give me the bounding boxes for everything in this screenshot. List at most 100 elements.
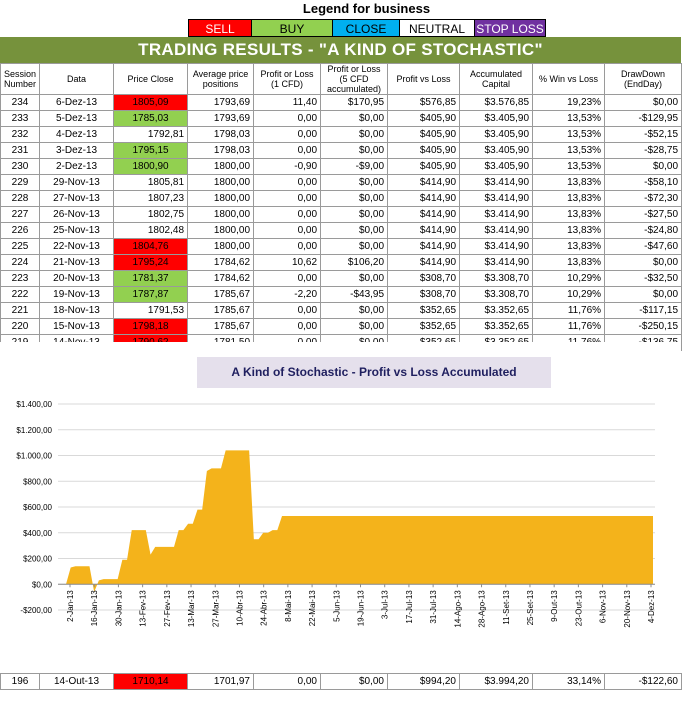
table-cell: 1800,00 (187, 222, 255, 239)
series-area (66, 450, 653, 592)
table-cell: 1804,76 (113, 238, 189, 255)
table-cell: 13,83% (532, 238, 606, 255)
table-cell: $0,00 (604, 94, 683, 111)
table-cell: 13,83% (532, 174, 606, 191)
table-cell: $0,00 (604, 158, 683, 175)
x-tick-label: 5-Jun-13 (332, 590, 341, 622)
table-cell: $0,00 (320, 302, 389, 319)
table-cell: 1701,97 (187, 673, 254, 690)
table-cell: -$129,95 (604, 110, 683, 127)
table-cell: -$27,50 (604, 206, 683, 223)
table-cell: 20-Nov-13 (39, 270, 115, 287)
table-cell: 234 (0, 94, 41, 111)
table-cell: $414,90 (387, 222, 461, 239)
table-cell: 1793,69 (187, 110, 255, 127)
x-tick-label: 25-Set-13 (526, 590, 535, 626)
x-tick-label: 28-Ago-13 (478, 590, 487, 628)
table-cell: $0,00 (320, 110, 389, 127)
table-cell: $170,95 (320, 94, 389, 111)
table-cell: 21-Nov-13 (39, 254, 115, 271)
table-cell: $405,90 (387, 110, 461, 127)
table-cell: 1785,03 (113, 110, 189, 127)
table-cell: $3.405,90 (459, 126, 534, 143)
legend-buy: BUY (251, 19, 333, 37)
table-cell: 4-Dez-13 (39, 126, 115, 143)
table-cell: 27-Nov-13 (39, 190, 115, 207)
table-cell: 26-Nov-13 (39, 206, 115, 223)
table-cell: 13,83% (532, 222, 606, 239)
table-cell: 1793,69 (187, 94, 255, 111)
table-cell: $0,00 (320, 318, 389, 335)
table-cell: $3.576,85 (459, 94, 534, 111)
table-cell: -$24,80 (604, 222, 683, 239)
table-cell: 13,83% (532, 206, 606, 223)
table-cell: $405,90 (387, 142, 461, 159)
table-cell: 1802,48 (113, 222, 189, 239)
table-cell: $3.308,70 (459, 270, 534, 287)
table-cell: 1798,03 (187, 142, 255, 159)
y-tick-label: $1.200,00 (16, 426, 52, 435)
x-tick-label: 27-Fev-13 (163, 590, 172, 627)
table-cell: -$9,00 (320, 158, 389, 175)
table-cell: 1800,90 (113, 158, 189, 175)
table-cell: $414,90 (387, 238, 461, 255)
column-header: Profit or Loss (5 CFD accumulated) (320, 63, 389, 95)
table-cell: $414,90 (387, 174, 461, 191)
y-tick-label: $600,00 (23, 503, 52, 512)
table-cell: 33,14% (532, 673, 605, 690)
x-tick-label: 13-Fev-13 (139, 590, 148, 627)
table-cell: 1800,00 (187, 190, 255, 207)
table-cell: $0,00 (320, 206, 389, 223)
table-cell: 10,29% (532, 286, 606, 303)
table-cell: 14-Out-13 (39, 673, 114, 690)
table-cell: 1802,75 (113, 206, 189, 223)
table-cell: $414,90 (387, 254, 461, 271)
table-cell: $0,00 (320, 222, 389, 239)
table-cell: 13,83% (532, 254, 606, 271)
table-cell: $3.414,90 (459, 238, 534, 255)
x-tick-label: 27-Mar-13 (211, 590, 220, 627)
table-cell: 10,29% (532, 270, 606, 287)
table-cell: 1798,03 (187, 126, 255, 143)
table-cell: 1807,23 (113, 190, 189, 207)
last-table-row: 196 14-Out-13 1710,14 1701,97 0,00 $0,00 $994,… (0, 673, 682, 690)
table-cell: 224 (0, 254, 41, 271)
table-row: 222 19-Nov-13 1787,87 1785,67 -2,20 -$43,95 $3… (0, 286, 683, 303)
x-tick-label: 13-Mar-13 (187, 590, 196, 627)
table-cell: $308,70 (387, 286, 461, 303)
legend-row: SELL BUY CLOSE NEUTRAL STOP LOSS (188, 19, 546, 37)
table-row: 234 6-Dez-13 1805,09 1793,69 11,40 $170,95 $57… (0, 94, 683, 111)
x-tick-label: 16-Jan-13 (90, 590, 99, 627)
table-cell: 13,53% (532, 110, 606, 127)
table-cell: $3.405,90 (459, 158, 534, 175)
table-cell: 1785,67 (187, 302, 255, 319)
table-row: 196 14-Out-13 1710,14 1701,97 0,00 $0,00 $994,… (0, 673, 682, 690)
table-cell: 196 (0, 673, 40, 690)
y-tick-label: $400,00 (23, 529, 52, 538)
x-tick-label: 19-Jun-13 (357, 590, 366, 627)
x-tick-label: 2-Jan-13 (66, 590, 75, 622)
table-cell: 1800,00 (187, 238, 255, 255)
table-row: 226 25-Nov-13 1802,48 1800,00 0,00 $0,00 $414,… (0, 222, 683, 239)
table-row: 229 29-Nov-13 1805,81 1800,00 0,00 $0,00 $414,… (0, 174, 683, 191)
table-cell: 0,00 (253, 174, 322, 191)
table-cell: 5-Dez-13 (39, 110, 115, 127)
table-cell: 0,00 (253, 126, 322, 143)
table-cell: $0,00 (320, 270, 389, 287)
table-row: 223 20-Nov-13 1781,37 1784,62 0,00 $0,00 $308,… (0, 270, 683, 287)
table-cell: $3.414,90 (459, 222, 534, 239)
x-tick-label: 9-Out-13 (550, 590, 559, 622)
legend-title: Legend for business (302, 1, 431, 16)
column-header: Average price positions (187, 63, 255, 95)
table-cell: 1784,62 (187, 254, 255, 271)
x-tick-label: 23-Out-13 (574, 590, 583, 627)
table-cell: $0,00 (320, 190, 389, 207)
table-cell: 13,53% (532, 126, 606, 143)
table-cell: -$117,15 (604, 302, 683, 319)
table-cell: 1785,67 (187, 318, 255, 335)
table-cell: 0,00 (253, 110, 322, 127)
table-cell: $3.308,70 (459, 286, 534, 303)
table-cell: 11,40 (253, 94, 322, 111)
table-cell: $3.352,65 (459, 302, 534, 319)
table-row: 221 18-Nov-13 1791,53 1785,67 0,00 $0,00 $352,… (0, 302, 683, 319)
